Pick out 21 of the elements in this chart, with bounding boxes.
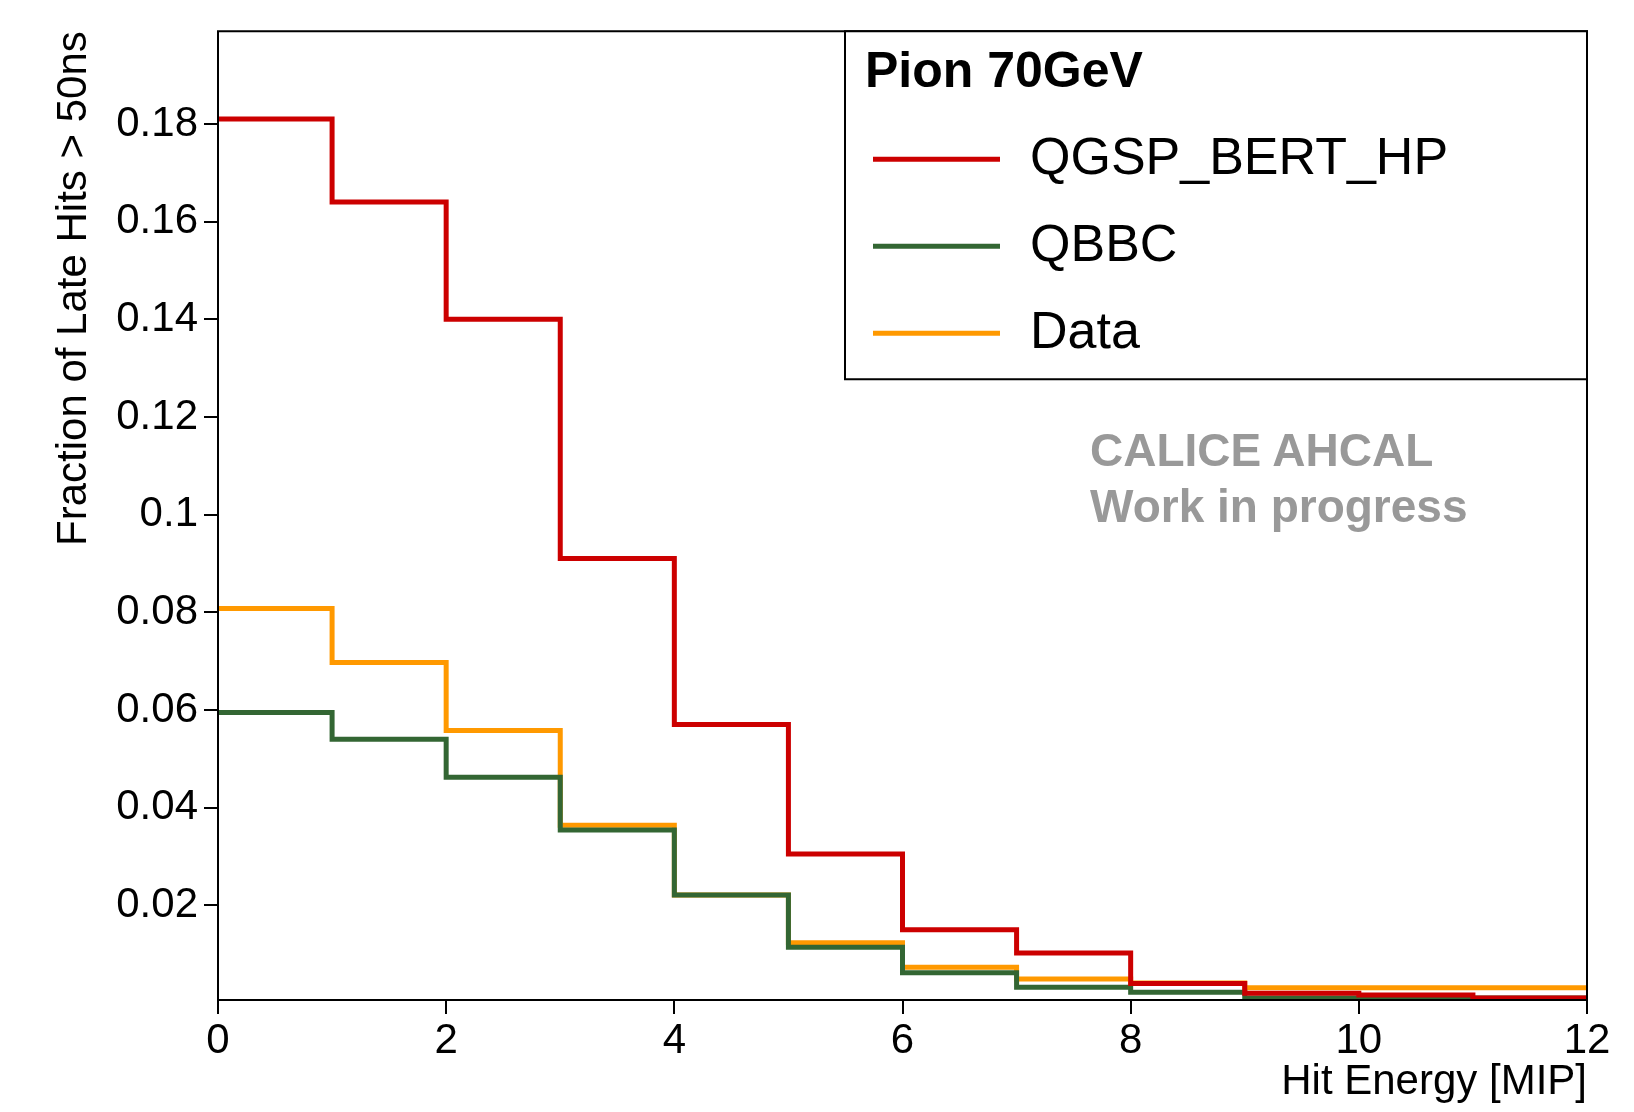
annotation: CALICE AHCAL: [1090, 423, 1434, 476]
y-tick-label: 0.06: [116, 683, 198, 731]
y-tick-label: 0.18: [116, 97, 198, 145]
x-tick-label: 0: [206, 1014, 230, 1062]
x-tick-label: 4: [662, 1014, 687, 1062]
x-tick-label: 2: [434, 1014, 458, 1062]
y-tick-label: 0.08: [116, 585, 198, 633]
legend-title: Pion 70GeV: [865, 41, 1144, 98]
legend-label: QGSP_BERT_HP: [1030, 126, 1449, 185]
x-tick-label: 6: [890, 1014, 915, 1062]
y-tick-label: 0.1: [139, 488, 198, 536]
annotation: Work in progress: [1090, 479, 1468, 532]
legend-label: QBBC: [1030, 213, 1178, 272]
y-tick-label: 0.04: [116, 781, 198, 829]
y-axis-title: Fraction of Late Hits > 50ns: [47, 31, 95, 546]
legend-label: Data: [1030, 300, 1140, 359]
y-tick-label: 0.16: [116, 195, 198, 243]
y-tick-label: 0.02: [116, 878, 198, 926]
y-tick-label: 0.14: [116, 292, 198, 340]
x-tick-label: 8: [1118, 1014, 1143, 1062]
y-tick-label: 0.12: [116, 390, 198, 438]
